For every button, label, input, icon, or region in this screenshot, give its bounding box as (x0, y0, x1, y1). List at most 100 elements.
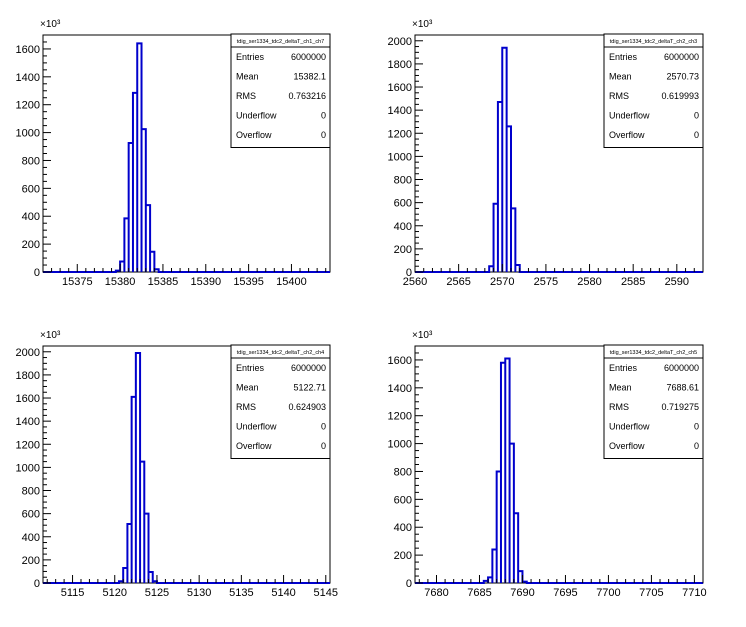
stats-label: Mean (236, 382, 259, 392)
stats-value: 0 (321, 110, 326, 120)
y-tick-label: 600 (22, 183, 40, 195)
y-tick-label: 800 (22, 486, 40, 498)
stats-label: Mean (609, 71, 632, 81)
y-tick-label: 1200 (388, 411, 412, 423)
y-tick-label: 800 (22, 155, 40, 167)
y-tick-label: 1000 (388, 151, 412, 163)
stats-label: Entries (609, 363, 638, 373)
x-tick-label: 5140 (271, 587, 295, 599)
y-tick-label: 1400 (16, 72, 40, 84)
y-tick-label: 600 (394, 198, 412, 210)
stats-box (603, 344, 704, 459)
y-tick-label: 600 (394, 494, 412, 506)
x-tick-label: 7695 (553, 587, 577, 599)
x-tick-label: 7685 (467, 587, 491, 599)
stats-label: Mean (236, 71, 259, 81)
x-tick-label: 2580 (577, 276, 601, 288)
stats-value: 5122.71 (293, 382, 326, 392)
x-tick-label: 5115 (61, 587, 85, 599)
stats-value: 0 (321, 421, 326, 431)
y-tick-label: 1000 (16, 128, 40, 140)
y-tick-label: 2000 (16, 347, 40, 359)
stats-value: 0 (694, 110, 699, 120)
y-tick-label: 1000 (16, 462, 40, 474)
stats-label: Underflow (609, 110, 650, 120)
stats-value: 0 (694, 421, 699, 431)
y-tick-label: 1200 (16, 100, 40, 112)
x-tick-label: 7700 (596, 587, 620, 599)
x-tick-label: 5135 (229, 587, 253, 599)
histogram-title: tdig_ser1334_tdc2_deltaT_ch2_ch3 (610, 39, 697, 45)
x-tick-label: 5145 (314, 587, 338, 599)
stats-value: 0.624903 (288, 402, 326, 412)
stats-value: 6000000 (664, 52, 699, 62)
stats-label: Overflow (236, 441, 272, 451)
stats-label: RMS (609, 402, 629, 412)
x-tick-label: 2585 (621, 276, 645, 288)
stats-label: Overflow (609, 130, 645, 140)
y-tick-label: 800 (394, 466, 412, 478)
stats-label: RMS (236, 91, 256, 101)
stats-label: RMS (609, 91, 629, 101)
stats-value: 2570.73 (666, 71, 699, 81)
y-tick-label: 0 (406, 267, 412, 279)
histogram-panel-1: 0 200 400 600 800 1000 1200 1400 1600 15375 15380 1… (16, 19, 331, 288)
y-tick-label: 1200 (388, 128, 412, 140)
x-tick-label: 7690 (510, 587, 534, 599)
x-tick-label: 7705 (639, 587, 663, 599)
stats-value: 0 (321, 130, 326, 140)
x-tick-label: 15375 (62, 276, 93, 288)
x-tick-label: 5120 (103, 587, 127, 599)
stats-label: Mean (609, 382, 632, 392)
y-tick-label: 200 (394, 550, 412, 562)
stats-value: 0 (321, 441, 326, 451)
x-tick-label: 15390 (190, 276, 221, 288)
histogram-panel-4: 0 200 400 600 800 1000 1200 1400 1600 7680 7685 769… (388, 330, 707, 599)
stats-label: Overflow (609, 441, 645, 451)
y-tick-label: 400 (22, 532, 40, 544)
y-tick-label: 1400 (388, 105, 412, 117)
stats-box (230, 344, 331, 459)
histogram-title: tdig_ser1334_tdc2_deltaT_ch2_ch4 (237, 350, 324, 356)
y-tick-label: 1600 (16, 393, 40, 405)
stats-value: 15382.1 (293, 71, 326, 81)
stats-value: 0 (694, 130, 699, 140)
stats-value: 6000000 (664, 363, 699, 373)
y-tick-label: 1000 (388, 439, 412, 451)
y-tick-label: 400 (394, 221, 412, 233)
stats-value: 6000000 (291, 52, 326, 62)
histogram-title: tdig_ser1334_tdc2_deltaT_ch1_ch7 (237, 39, 324, 45)
stats-value: 0.763216 (288, 91, 326, 101)
stats-label: Entries (236, 52, 265, 62)
y-tick-label: 800 (394, 175, 412, 187)
histogram-outline (43, 351, 330, 584)
y-tick-label: 0 (34, 578, 40, 590)
x-tick-label: 15395 (233, 276, 264, 288)
stats-label: Underflow (609, 421, 650, 431)
x-tick-label: 2575 (534, 276, 558, 288)
stats-label: Underflow (236, 110, 277, 120)
x-tick-label: 2570 (490, 276, 514, 288)
histogram-panel-3: 0 200 400 600 800 1000 1200 1400 1600 1800 2000 511… (16, 330, 339, 599)
x-tick-label: 15400 (276, 276, 307, 288)
y-tick-label: 1600 (388, 355, 412, 367)
stats-value: 0.719275 (661, 402, 699, 412)
y-tick-label: 200 (22, 239, 40, 251)
y-tick-label: 200 (22, 555, 40, 567)
y-tick-label: 1600 (388, 82, 412, 94)
y-exponent-label: ×10³ (40, 19, 61, 30)
x-tick-label: 2560 (403, 276, 427, 288)
y-tick-label: 1800 (388, 59, 412, 71)
stats-value: 0.619993 (661, 91, 699, 101)
x-tick-label: 2565 (446, 276, 470, 288)
y-exponent-label: ×10³ (412, 330, 433, 341)
stats-label: Overflow (236, 130, 272, 140)
y-exponent-label: ×10³ (412, 19, 433, 30)
y-tick-label: 400 (22, 211, 40, 223)
x-tick-label: 7710 (682, 587, 706, 599)
y-tick-label: 600 (22, 509, 40, 521)
y-tick-label: 400 (394, 522, 412, 534)
y-exponent-label: ×10³ (40, 330, 61, 341)
stats-label: Underflow (236, 421, 277, 431)
